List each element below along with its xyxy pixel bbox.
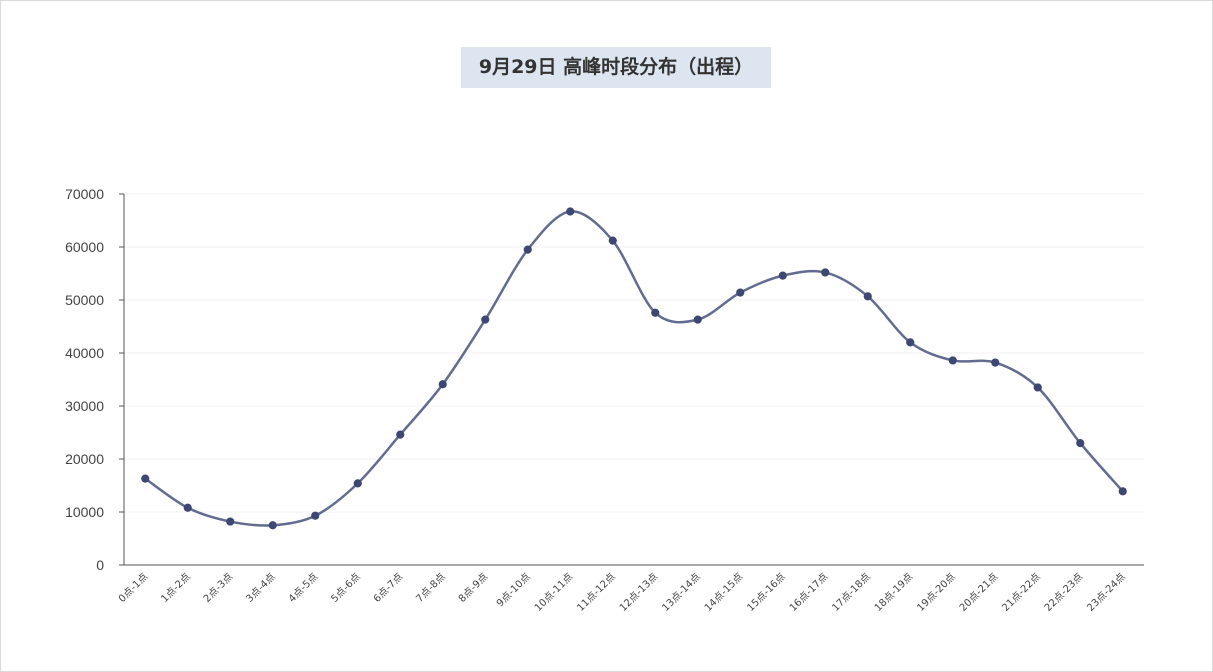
y-tick-label: 30000: [65, 398, 104, 414]
y-tick-label: 10000: [65, 504, 104, 520]
y-tick-label: 50000: [65, 292, 104, 308]
data-point[interactable]: [948, 356, 957, 365]
y-tick-label: 0: [96, 557, 104, 573]
data-point[interactable]: [1033, 383, 1042, 392]
x-axis-tick-labels: 0点-1点 1点-2点 2点-3点 3点-4点 4点-5点 5点-6点 6点-7点 7点-8点…: [116, 571, 1128, 614]
data-point[interactable]: [736, 288, 745, 297]
x-tick-label: 5点-6点: [329, 571, 363, 605]
x-tick-label: 23点-24点: [1085, 571, 1128, 614]
y-tick-label: 40000: [65, 345, 104, 361]
series-layer: [144, 210, 1124, 527]
data-point[interactable]: [778, 271, 787, 280]
data-point[interactable]: [821, 268, 830, 277]
data-point[interactable]: [1076, 439, 1085, 448]
data-point[interactable]: [1118, 487, 1127, 496]
data-points: [141, 207, 1127, 530]
y-tick-label: 60000: [65, 239, 104, 255]
data-point[interactable]: [183, 503, 192, 512]
x-tick-label: 2点-3点: [201, 571, 235, 605]
x-tick-label: 0点-1点: [116, 571, 150, 605]
y-tick-label: 70000: [65, 186, 104, 202]
x-tick-label: 3点-4点: [244, 571, 278, 605]
data-point[interactable]: [991, 358, 1000, 367]
data-point[interactable]: [906, 338, 915, 347]
data-point[interactable]: [141, 474, 150, 483]
x-tick-label: 11点-12点: [575, 571, 618, 614]
data-point[interactable]: [651, 308, 660, 317]
data-point[interactable]: [523, 245, 532, 254]
x-tick-label: 12点-13点: [617, 571, 660, 614]
axes: [119, 193, 1144, 566]
data-point[interactable]: [438, 380, 447, 389]
x-tick-label: 17点-18点: [830, 571, 873, 614]
x-tick-label: 21点-22点: [1000, 571, 1043, 614]
x-tick-label: 20点-21点: [957, 571, 1000, 614]
data-point[interactable]: [566, 207, 575, 216]
data-point[interactable]: [863, 292, 872, 301]
chart-title-box: 9月29日 高峰时段分布（出程）: [461, 47, 771, 88]
data-point[interactable]: [693, 315, 702, 324]
data-point[interactable]: [226, 517, 235, 526]
x-tick-label: 16点-17点: [787, 571, 830, 614]
x-tick-label: 14点-15点: [702, 571, 745, 614]
data-point[interactable]: [481, 315, 490, 324]
x-tick-label: 19点-20点: [915, 571, 958, 614]
series-line: [144, 210, 1124, 527]
x-tick-label: 7点-8点: [414, 571, 448, 605]
x-tick-label: 8点-9点: [456, 571, 490, 605]
y-tick-label: 20000: [65, 451, 104, 467]
y-axis-tick-labels: 0 10000 20000 30000 40000 50000 60000 70000: [65, 186, 104, 573]
data-point[interactable]: [608, 236, 617, 245]
chart-title: 9月29日 高峰时段分布（出程）: [478, 56, 754, 78]
x-tick-label: 13点-14点: [660, 571, 703, 614]
data-point[interactable]: [268, 521, 277, 530]
x-tick-label: 4点-5点: [286, 571, 320, 605]
x-tick-label: 15点-16点: [745, 571, 788, 614]
x-tick-label: 10点-11点: [532, 571, 575, 614]
x-tick-label: 6点-7点: [371, 571, 405, 605]
x-tick-label: 9点-10点: [494, 571, 533, 610]
data-point[interactable]: [353, 479, 362, 488]
x-tick-label: 1点-2点: [159, 571, 193, 605]
data-point[interactable]: [311, 511, 320, 520]
x-tick-label: 18点-19点: [872, 571, 915, 614]
grid-lines: [124, 193, 1144, 513]
data-point[interactable]: [396, 430, 405, 439]
x-tick-label: 22点-23点: [1042, 571, 1085, 614]
